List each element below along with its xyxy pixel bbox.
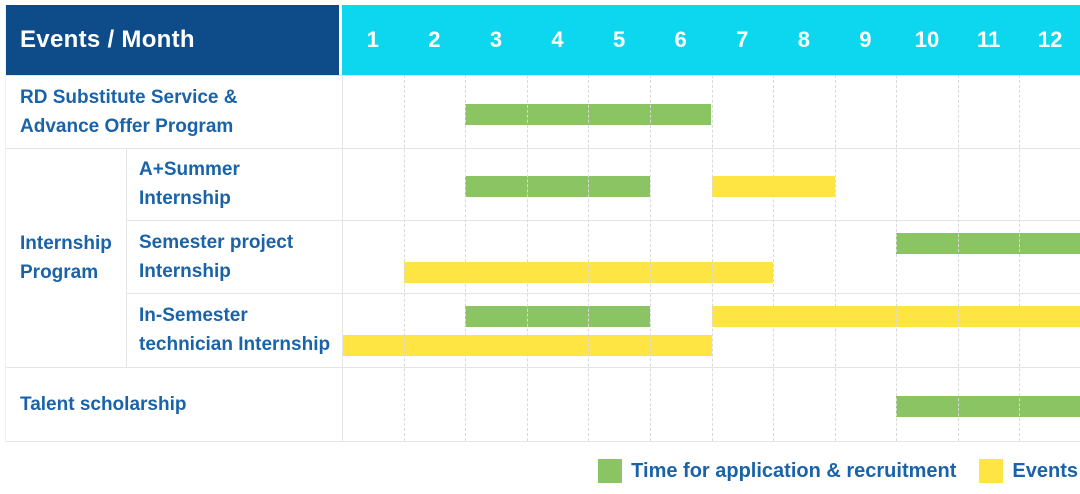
month-header-7: 7	[736, 27, 749, 52]
month-gridline	[465, 75, 467, 441]
events-legend-label: Events	[1012, 459, 1078, 482]
recruitment-bar	[896, 233, 1080, 254]
group-sublabel-divider	[126, 148, 127, 367]
recruitment-bar	[896, 396, 1080, 417]
row-label-in-semester-technician-internship: In-Semester technician Internship	[139, 305, 331, 355]
month-gridline	[711, 75, 713, 441]
month-gridline	[957, 75, 959, 441]
recruitment-legend-swatch	[598, 459, 623, 483]
month-gridline	[834, 75, 836, 441]
recruitment-bar	[465, 306, 650, 327]
row-divider	[126, 220, 1080, 221]
legend-item-recruitment: Time for application & recruitment	[598, 459, 956, 483]
recruitment-legend-label: Time for application & recruitment	[631, 459, 957, 482]
events-legend-swatch	[979, 459, 1004, 483]
month-header-2: 2	[428, 27, 441, 52]
label-chart-divider	[342, 75, 343, 441]
row-label-semester-project-internship: Semester project Internship	[139, 231, 294, 282]
row-label-talent-scholarship: Talent scholarship	[20, 393, 187, 415]
month-gridline	[773, 75, 775, 441]
month-gridline	[526, 75, 528, 441]
month-header-4: 4	[551, 27, 564, 52]
legend: Time for application & recruitment Event…	[0, 456, 1078, 486]
month-header-11: 11	[976, 27, 1001, 52]
chart-row-talent-scholarship	[342, 367, 1080, 441]
recruitment-bar	[465, 103, 712, 125]
month-gridline	[403, 75, 405, 441]
row-label-rd-substitute: RD Substitute Service & Advance Offer Pr…	[20, 86, 238, 137]
row-label-a-plus-summer-internship: A+Summer Internship	[139, 159, 240, 209]
month-header-6: 6	[674, 27, 687, 52]
month-gridline	[896, 75, 898, 441]
row-divider	[126, 293, 1080, 294]
month-header-8: 8	[797, 27, 810, 52]
month-header-12: 12	[1037, 27, 1063, 52]
month-header-5: 5	[612, 27, 626, 52]
month-header-3: 3	[489, 27, 503, 52]
group-label-internship-program: Internship Program	[20, 232, 112, 283]
month-header-1: 1	[366, 27, 379, 52]
recruitment-bar	[465, 176, 650, 197]
legend-item-events: Events	[979, 459, 1078, 483]
row-divider	[6, 75, 1080, 76]
table-header-events-month: Events / Month	[6, 5, 339, 75]
month-header-10: 10	[914, 27, 940, 52]
events-bar	[711, 306, 1080, 327]
month-gridline	[588, 75, 590, 441]
month-gridline	[1019, 75, 1021, 441]
chart-row-rd-substitute	[342, 75, 1080, 148]
row-divider	[6, 367, 1080, 368]
month-gridline	[649, 75, 651, 441]
events-month-table: Events / Month 1 2 3 4 5 6 7 8 9 10 11 12 RD Substi…	[5, 5, 1080, 442]
month-header-9: 9	[859, 27, 872, 52]
row-divider	[6, 148, 1080, 149]
month-header-row: 1 2 3 4 5 6 7 8 9 10 11 12	[342, 5, 1080, 75]
